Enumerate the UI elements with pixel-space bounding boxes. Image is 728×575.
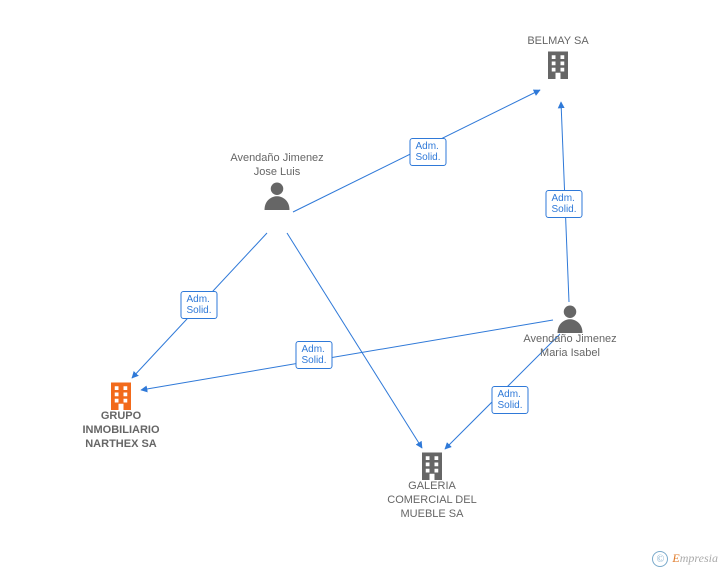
node-person-maria-isabel[interactable]: Avendaño Jimenez Maria Isabel (515, 303, 625, 361)
edge-label: Adm. Solid. (491, 386, 528, 414)
node-company-belmay[interactable]: BELMAY SA (503, 35, 613, 79)
building-icon (417, 450, 447, 480)
person-icon (555, 303, 585, 333)
node-label: Avendaño Jimenez Maria Isabel (515, 333, 625, 361)
person-icon (262, 180, 292, 210)
building-icon (106, 380, 136, 410)
copyright-icon: © (652, 551, 668, 567)
node-person-jose-luis[interactable]: Avendaño Jimenez Jose Luis (222, 152, 332, 210)
building-icon (543, 49, 573, 79)
watermark-initial: E (672, 551, 679, 565)
edges-layer (0, 0, 728, 575)
node-company-narthex[interactable]: GRUPO INMOBILIARIO NARTHEX SA (66, 380, 176, 451)
diagram-canvas: BELMAY SA Avendaño Jimenez Jose Luis Ave… (0, 0, 728, 575)
edge-label: Adm. Solid. (409, 138, 446, 166)
node-label: BELMAY SA (503, 35, 613, 49)
node-label: Avendaño Jimenez Jose Luis (222, 152, 332, 180)
edge-label: Adm. Solid. (180, 291, 217, 319)
node-company-galeria[interactable]: GALERIA COMERCIAL DEL MUEBLE SA (377, 450, 487, 521)
node-label: GRUPO INMOBILIARIO NARTHEX SA (66, 410, 176, 451)
edge-label: Adm. Solid. (545, 190, 582, 218)
watermark: © Empresia (652, 551, 718, 567)
watermark-rest: mpresia (680, 551, 718, 565)
edge-label: Adm. Solid. (295, 341, 332, 369)
node-label: GALERIA COMERCIAL DEL MUEBLE SA (377, 480, 487, 521)
edge-line (141, 320, 553, 390)
